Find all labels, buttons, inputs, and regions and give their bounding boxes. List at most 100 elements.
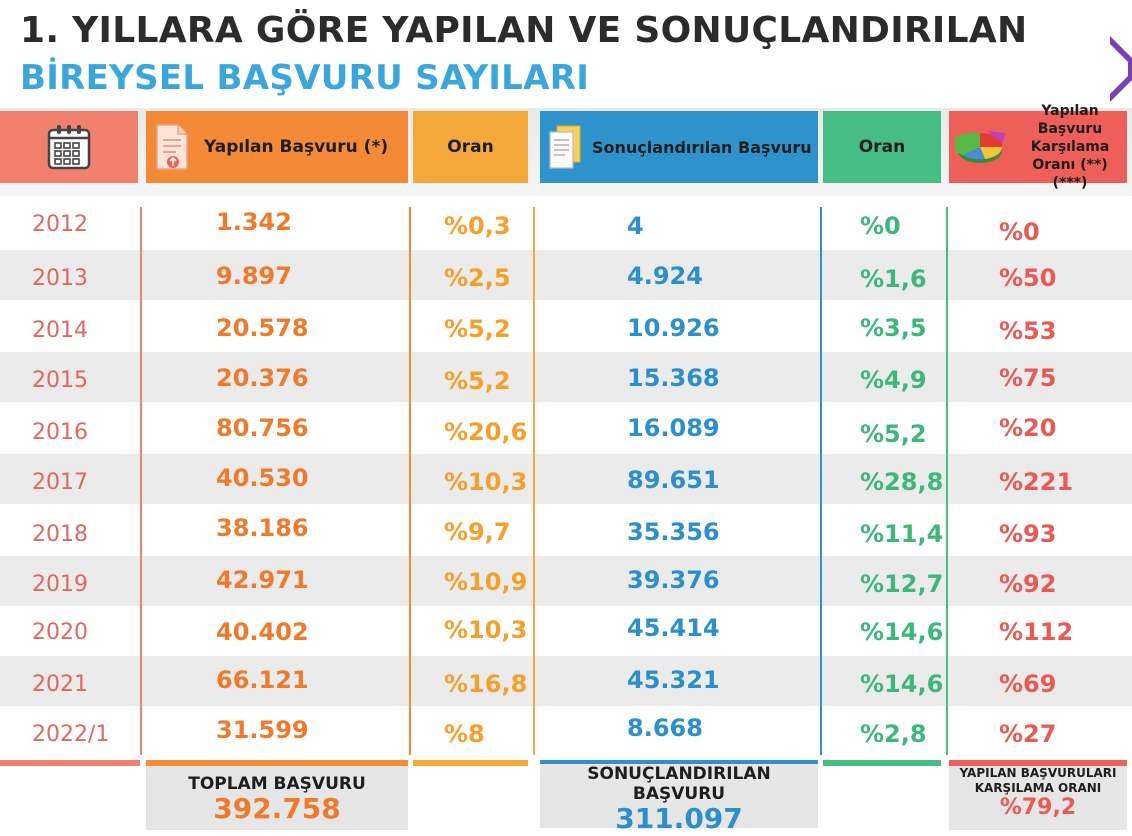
oran2-cell: %4,9	[860, 366, 927, 394]
table-row: 2015 20.376 %5,2 15.368 %4,9 %75	[0, 352, 1132, 402]
header-year	[0, 111, 138, 183]
yapilan-cell: 80.756	[216, 414, 309, 442]
karsilama-cell: %92	[999, 570, 1057, 598]
oran1-cell: %10,3	[444, 616, 528, 644]
header-yapilan-basvuru: Yapılan Başvuru (*)	[146, 111, 408, 183]
karsilama-cell: %27	[999, 720, 1057, 748]
table-row: 2020 40.402 %10,3 45.414 %14,6 %112	[0, 606, 1132, 656]
table-row: 2014 20.578 %5,2 10.926 %3,5 %53	[0, 300, 1132, 350]
table-row: 2013 9.897 %2,5 4.924 %1,6 %50	[0, 250, 1132, 300]
oran1-cell: %5,2	[444, 315, 511, 343]
oran2-cell: %14,6	[860, 618, 944, 646]
karsilama-cell: %112	[999, 618, 1074, 646]
oran2-cell: %14,6	[860, 670, 944, 698]
table-row: 2021 66.121 %16,8 45.321 %14,6 %69	[0, 656, 1132, 706]
oran1-cell: %16,8	[444, 670, 528, 698]
divider-year	[140, 207, 142, 755]
oran2-cell: %3,5	[860, 314, 927, 342]
year-cell: 2016	[32, 420, 88, 445]
header-yapilan-label: Yapılan Başvuru (*)	[204, 137, 389, 157]
oran2-cell: %0	[860, 212, 901, 240]
footer-bar-yapilan	[146, 760, 408, 766]
header-oran-2: Oran	[823, 111, 941, 183]
footer-karsilama-line1: YAPILAN BAŞVURULARI	[959, 766, 1117, 780]
sonuc-cell: 15.368	[627, 364, 720, 392]
karsilama-cell: %69	[999, 670, 1057, 698]
header-sonuclandirilan-basvuru: Sonuçlandırılan Başvuru	[540, 111, 818, 183]
footer-karsilama-orani: YAPILAN BAŞVURULARI KARŞILAMA ORANI %79,…	[949, 766, 1127, 830]
footer-toplam-basvuru: TOPLAM BAŞVURU 392.758	[146, 766, 408, 830]
karsilama-cell: %50	[999, 264, 1057, 292]
table-row: 2022/1 31.599 %8 8.668 %2,8 %27	[0, 708, 1132, 758]
karsilama-cell: %0	[999, 218, 1040, 246]
sonuc-cell: 16.089	[627, 414, 720, 442]
header-oran-1: Oran	[413, 111, 528, 183]
yapilan-cell: 38.186	[216, 514, 309, 542]
yapilan-cell: 20.578	[216, 314, 309, 342]
oran1-cell: %5,2	[444, 367, 511, 395]
yapilan-cell: 40.402	[216, 618, 309, 646]
karsilama-cell: %221	[999, 468, 1074, 496]
oran2-cell: %2,8	[860, 720, 927, 748]
header-oran-1-label: Oran	[447, 137, 494, 157]
oran1-cell: %2,5	[444, 264, 511, 292]
footer-karsilama-value: %79,2	[999, 795, 1077, 820]
table-row: 2016 80.756 %20,6 16.089 %5,2 %20	[0, 402, 1132, 452]
year-cell: 2018	[32, 522, 88, 547]
header-karsilama-line2: Karşılama	[1030, 139, 1110, 155]
oran2-cell: %28,8	[860, 468, 944, 496]
yapilan-cell: 9.897	[216, 262, 292, 290]
header-sonuc-label: Sonuçlandırılan Başvuru	[592, 137, 812, 157]
sonuc-cell: 8.668	[627, 714, 703, 742]
divider-oran1	[533, 207, 535, 755]
year-cell: 2013	[32, 266, 88, 291]
oran1-cell: %10,9	[444, 568, 528, 596]
sonuc-cell: 4	[627, 212, 644, 240]
footer-bar-oran1	[413, 760, 528, 766]
divider-yapilan	[409, 207, 411, 755]
year-cell: 2014	[32, 318, 88, 343]
sonuc-cell: 39.376	[627, 566, 720, 594]
oran2-cell: %5,2	[860, 420, 927, 448]
sonuc-cell: 4.924	[627, 262, 703, 290]
oran1-cell: %20,6	[444, 418, 528, 446]
footer-bar-year	[0, 760, 140, 766]
yapilan-cell: 66.121	[216, 666, 309, 694]
table-row: 2012 1.342 %0,3 4 %0 %0	[0, 200, 1132, 250]
sonuc-cell: 10.926	[627, 314, 720, 342]
corner-arrow-decoration	[1110, 36, 1132, 102]
footer-bar-sonuc	[540, 760, 818, 766]
oran1-cell: %8	[444, 720, 485, 748]
calendar-icon	[47, 125, 91, 170]
divider-sonuc	[820, 207, 822, 755]
table-row: 2018 38.186 %9,7 35.356 %11,4 %93	[0, 504, 1132, 554]
documents-icon	[549, 125, 581, 169]
header-karsilama-line3: Oranı (**) (***)	[1032, 157, 1108, 191]
year-cell: 2021	[32, 672, 88, 697]
year-cell: 2022/1	[32, 722, 110, 747]
yapilan-cell: 20.376	[216, 364, 309, 392]
sonuc-cell: 45.414	[627, 614, 720, 642]
year-cell: 2017	[32, 470, 88, 495]
oran2-cell: %11,4	[860, 520, 944, 548]
karsilama-cell: %75	[999, 364, 1057, 392]
oran2-cell: %12,7	[860, 570, 944, 598]
yapilan-cell: 1.342	[216, 208, 292, 236]
yapilan-cell: 40.530	[216, 464, 309, 492]
footer-bar-karsilama	[949, 760, 1127, 766]
header-oran-2-label: Oran	[858, 137, 906, 157]
year-cell: 2019	[32, 572, 88, 597]
karsilama-cell: %53	[999, 317, 1057, 345]
sonuc-cell: 45.321	[627, 666, 720, 694]
document-upload-icon	[156, 124, 188, 170]
sonuc-cell: 89.651	[627, 466, 720, 494]
yapilan-cell: 42.971	[216, 566, 309, 594]
footer-sonuc-label: SONUÇLANDIRILAN BAŞVURU	[587, 764, 771, 804]
oran1-cell: %9,7	[444, 518, 511, 546]
footer-toplam-value: 392.758	[213, 792, 341, 825]
footer-karsilama-line2: KARŞILAMA ORANI	[974, 781, 1102, 795]
page-subtitle: BİREYSEL BAŞVURU SAYILARI	[20, 58, 590, 98]
table-row: 2019 42.971 %10,9 39.376 %12,7 %92	[0, 556, 1132, 606]
divider-oran2	[946, 207, 948, 755]
karsilama-cell: %20	[999, 414, 1057, 442]
